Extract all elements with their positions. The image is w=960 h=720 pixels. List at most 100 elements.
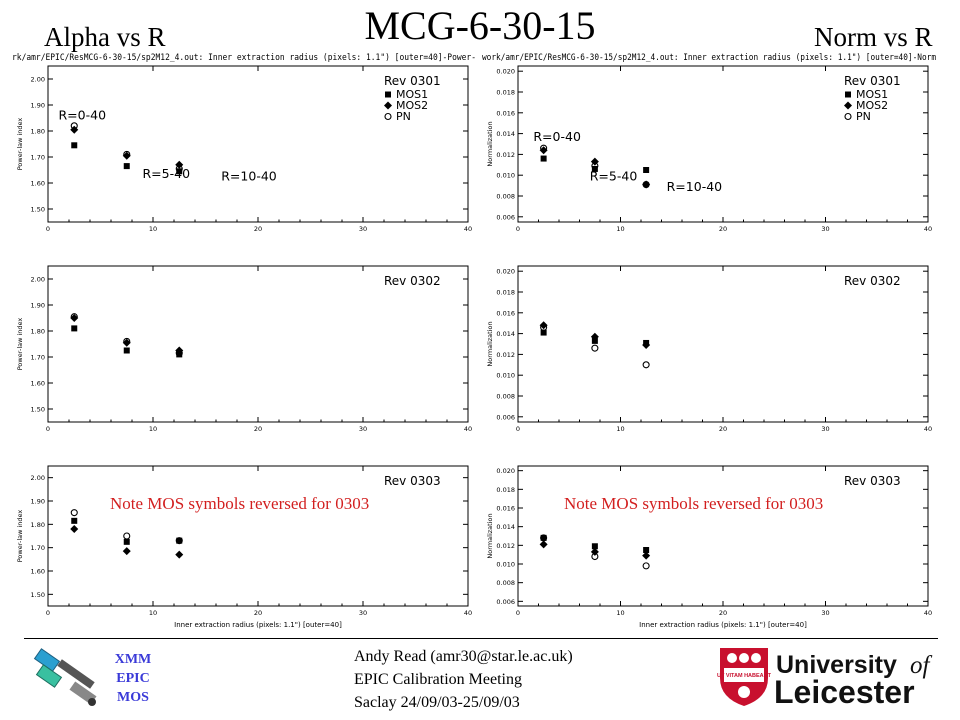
chart-1-rev-label: Rev 0301	[844, 74, 901, 88]
right-column-heading: Norm vs R	[814, 22, 933, 52]
chart-0-point-pn	[70, 122, 78, 130]
university-shield-icon: UT VITAM HABEANT	[717, 648, 772, 706]
chart-3-point-mos2	[642, 341, 651, 350]
chart-0-legend-marker	[385, 91, 391, 98]
chart-2-ytick-label: 1.50	[31, 406, 45, 414]
chart-1-legend-pn: PN	[856, 110, 871, 123]
chart-3-ytick-label: 0.020	[496, 268, 515, 276]
chart-0-rev-label: Rev 0301	[384, 74, 441, 88]
chart-4-point-mos1	[71, 517, 78, 524]
chart-5-ytick-label: 0.014	[496, 523, 515, 531]
chart-1-point-mos1	[540, 155, 547, 162]
xmm-epic-mos-label: XMM EPIC MOS	[108, 650, 158, 707]
chart-norm-rev0303-svg: 0.006 0.008 0.010 0.012 0.014 0.016 0.018 0.020…	[486, 465, 932, 629]
chart-3-plot-frame	[517, 265, 929, 423]
chart-4-ytick-label: 1.50	[31, 591, 45, 599]
logo-leicester-word: Leicester	[774, 674, 915, 708]
chart-alpha-rev0301: rk/amr/EPIC/ResMCG-6-30-15/sp2M12_4.out:…	[12, 50, 480, 244]
chart-0-point-mos1	[71, 142, 78, 149]
chart-0-legend-marker	[384, 112, 392, 121]
chart-4-xtick-label: 30	[359, 609, 367, 617]
chart-alpha-rev0302-svg: 1.50 1.60 1.70 1.80 1.90 2.00 0 10 20 30 40 Power-l…	[16, 265, 472, 433]
chart-2-plot-frame	[47, 265, 469, 423]
chart-4-point-pn	[123, 532, 131, 540]
chart-3-rev-label: Rev 0302	[844, 274, 901, 288]
chart-5-ytick-label: 0.020	[496, 467, 515, 475]
chart-3-ytick-label: 0.014	[496, 330, 515, 338]
chart-1-legend-marker	[845, 91, 851, 98]
chart-4-ytick-label: 1.70	[31, 544, 45, 552]
chart-1-ylabel: Normalization	[486, 121, 494, 166]
chart-norm-rev0301-svg: work/amr/EPIC/ResMCG-6-30-15/sp2M12_4.ou…	[482, 52, 936, 233]
chart-5-xtick-label: 30	[821, 609, 829, 617]
chart-2-point-mos1	[71, 325, 78, 332]
chart-5-rev-label: Rev 0303	[844, 474, 901, 488]
chart-2-point-mos2	[122, 338, 131, 347]
chart-5-point-pn	[540, 534, 548, 542]
chart-2-xtick-label: 0	[46, 425, 50, 433]
chart-4-xtick-label: 20	[254, 609, 262, 617]
mos-line: MOS	[117, 690, 149, 705]
chart-5-ytick-label: 0.016	[496, 505, 515, 513]
chart-0-point-pn	[123, 150, 131, 158]
chart-0-xtick-label: 0	[46, 225, 50, 233]
chart-0-point-mos1	[123, 163, 130, 170]
chart-3-point-pn	[591, 344, 599, 352]
chart-0-annotation: R=5-40	[143, 166, 191, 181]
chart-1-xtick-label: 30	[821, 225, 829, 233]
chart-2-rev-label: Rev 0302	[384, 274, 441, 288]
chart-1-ytick-label: 0.014	[496, 130, 515, 138]
chart-norm-rev0303: 0.006 0.008 0.010 0.012 0.014 0.016 0.018 0.020…	[482, 450, 940, 636]
slide-title: MCG-6-30-15	[364, 3, 596, 48]
chart-0-annotation: R=10-40	[221, 168, 277, 183]
chart-1-legend-mos2: MOS2	[856, 99, 888, 112]
chart-2-point-pn	[123, 337, 131, 345]
chart-5-point-mos1	[540, 534, 547, 541]
chart-0-header: rk/amr/EPIC/ResMCG-6-30-15/sp2M12_4.out:…	[12, 52, 476, 62]
chart-0-legend-pn: PN	[396, 110, 411, 123]
chart-5-point-mos2	[642, 551, 651, 560]
chart-5-point-mos1	[643, 547, 650, 553]
chart-3-point-mos1	[591, 337, 598, 344]
chart-0-xtick-label: 30	[359, 225, 367, 233]
chart-3-ytick-label: 0.012	[496, 351, 515, 359]
xmm-line: XMM	[114, 652, 152, 667]
chart-5-xtick-label: 40	[924, 609, 932, 617]
chart-1-ytick-label: 0.012	[496, 151, 515, 159]
chart-4-point-mos2	[122, 547, 131, 556]
chart-1-xtick-label: 40	[924, 225, 932, 233]
chart-alpha-rev0301-svg: rk/amr/EPIC/ResMCG-6-30-15/sp2M12_4.out:…	[12, 52, 476, 233]
chart-0-annotation: R=0-40	[59, 107, 107, 122]
chart-5-point-mos2	[590, 547, 599, 556]
chart-2-point-mos2	[70, 314, 79, 322]
chart-2-point-pn	[175, 349, 183, 357]
chart-1-annotation: R=5-40	[590, 168, 638, 183]
logo-of-word: of	[910, 652, 933, 679]
chart-1-point-pn	[540, 144, 548, 152]
chart-3-ytick-label: 0.016	[496, 309, 515, 317]
chart-2-xtick-label: 30	[359, 425, 367, 433]
chart-3-point-mos2	[590, 332, 599, 341]
chart-norm-rev0301: work/amr/EPIC/ResMCG-6-30-15/sp2M12_4.ou…	[482, 50, 940, 244]
chart-1-ytick-label: 0.006	[496, 213, 515, 221]
chart-3-point-pn	[540, 323, 548, 331]
chart-5-ytick-label: 0.018	[496, 486, 515, 494]
chart-2-point-pn	[70, 313, 78, 321]
chart-4-rev-label: Rev 0303	[384, 474, 441, 488]
note-alpha: Note MOS symbols reversed for 0303	[110, 494, 370, 513]
chart-0-ytick-label: 2.00	[31, 76, 45, 84]
chart-3-ytick-label: 0.018	[496, 289, 515, 297]
chart-3-ylabel: Normalization	[486, 321, 494, 366]
chart-0-legend-mos1: MOS1	[396, 88, 428, 101]
chart-1-point-mos2	[539, 146, 548, 155]
chart-4-point-mos2	[175, 550, 184, 559]
chart-0-xtick-label: 20	[254, 225, 262, 233]
university-logo: UT VITAM HABEANT University of Leicester	[716, 646, 940, 713]
chart-1-xtick-label: 20	[719, 225, 727, 233]
epic-line: EPIC	[116, 671, 150, 686]
chart-5-point-pn	[642, 562, 650, 570]
chart-alpha-rev0302: 1.50 1.60 1.70 1.80 1.90 2.00 0 10 20 30 40 Power-l…	[12, 250, 480, 444]
chart-4-ytick-label: 1.80	[31, 521, 45, 529]
footer-divider	[24, 638, 938, 639]
chart-4-xtick-label: 40	[464, 609, 472, 617]
